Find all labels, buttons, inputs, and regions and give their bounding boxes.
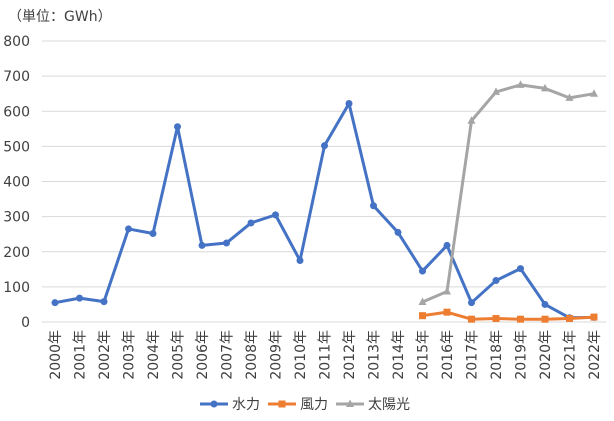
y-tick-label: 0 (21, 315, 30, 331)
x-tick-label: 2018年 (489, 330, 505, 380)
data-point (419, 267, 426, 275)
x-tick-label: 2015年 (416, 330, 432, 380)
data-point (419, 312, 426, 320)
data-point (590, 89, 598, 97)
data-point (125, 225, 132, 233)
data-point (198, 241, 206, 249)
data-point (468, 299, 475, 307)
data-point (51, 299, 59, 307)
x-tick-label: 2011年 (318, 330, 334, 380)
data-point (541, 315, 549, 323)
data-point (296, 257, 304, 265)
data-point (516, 80, 525, 88)
y-tick-label: 200 (3, 245, 30, 261)
y-tick-label: 400 (3, 175, 30, 191)
x-tick-label: 2005年 (171, 330, 187, 380)
y-tick-label: 300 (3, 210, 30, 226)
x-tick-label: 2012年 (342, 330, 358, 380)
x-tick-label: 2009年 (269, 330, 285, 380)
legend-label: 風力 (300, 397, 328, 413)
data-point (394, 228, 402, 236)
x-tick-label: 2004年 (146, 330, 162, 380)
x-tick-label: 2022年 (587, 330, 603, 380)
data-point (590, 313, 598, 321)
y-tick-label: 700 (3, 69, 30, 85)
x-tick-label: 2020年 (538, 330, 554, 380)
series-line (422, 310, 595, 321)
x-tick-label: 2013年 (367, 330, 383, 380)
x-tick-label: 2017年 (465, 330, 481, 380)
data-point (272, 211, 279, 219)
series-line (421, 83, 595, 304)
data-point (443, 241, 451, 249)
x-tick-label: 2016年 (440, 330, 456, 380)
series-line (54, 102, 595, 320)
x-tick-label: 2003年 (122, 330, 138, 380)
y-tick-label: 600 (3, 104, 30, 120)
legend-label: 太陽光 (368, 397, 410, 413)
x-tick-label: 2021年 (563, 330, 579, 380)
data-point (443, 308, 451, 316)
data-point (345, 100, 353, 108)
x-tick-label: 2008年 (244, 330, 260, 380)
y-tick-label: 800 (3, 34, 30, 50)
x-tick-label: 2019年 (514, 330, 530, 380)
data-point (517, 315, 524, 323)
x-tick-label: 2001年 (73, 330, 89, 380)
data-point (541, 83, 549, 92)
data-point (100, 298, 108, 306)
x-tick-label: 2002年 (97, 330, 113, 380)
y-tick-label: 100 (3, 280, 30, 296)
y-tick-label: 500 (3, 139, 30, 155)
legend-marker (210, 400, 218, 408)
x-tick-label: 2006年 (195, 330, 211, 380)
data-point (541, 300, 549, 308)
data-point (517, 265, 524, 273)
x-tick-label: 2007年 (220, 330, 236, 380)
x-tick-label: 2014年 (391, 330, 407, 380)
data-point (149, 229, 157, 237)
data-point (321, 142, 328, 150)
unit-label: （単位：GWh） (8, 9, 112, 25)
data-point (247, 219, 255, 227)
data-point (76, 294, 83, 302)
data-point (565, 93, 574, 101)
data-point (492, 314, 500, 322)
data-point (467, 116, 476, 124)
data-point (418, 297, 427, 305)
data-point (492, 87, 500, 95)
data-point (223, 239, 230, 247)
data-point (174, 123, 181, 131)
data-point (370, 202, 377, 210)
data-point (443, 286, 451, 295)
legend-label: 水力 (232, 397, 260, 413)
data-point (566, 314, 573, 322)
data-point (468, 315, 475, 323)
x-tick-label: 2000年 (48, 330, 64, 380)
x-tick-label: 2010年 (293, 330, 309, 380)
legend-marker (346, 399, 354, 407)
data-point (492, 277, 500, 285)
legend-marker (278, 400, 286, 408)
